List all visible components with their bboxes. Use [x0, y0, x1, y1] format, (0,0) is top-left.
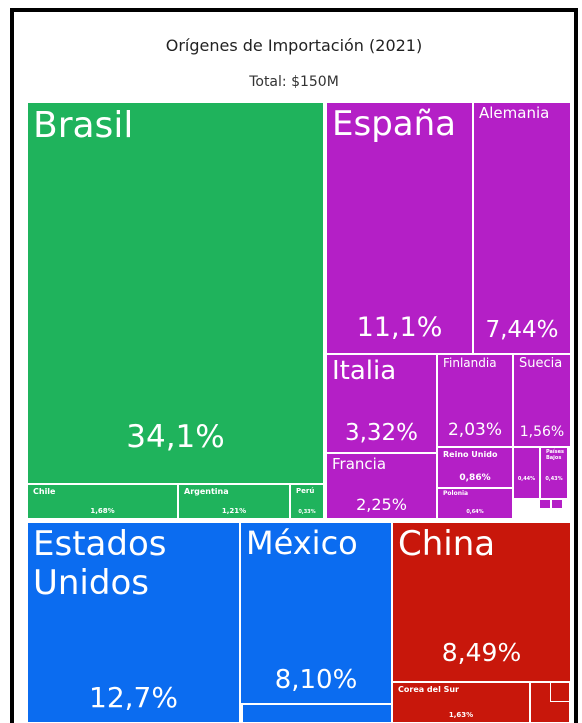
cell-value: 1,63% — [448, 711, 474, 719]
treemap-cell: México 8,10% — [240, 522, 392, 704]
cell-value: 0,44% — [517, 476, 536, 482]
treemap-cell: Argentina 1,21% — [178, 484, 290, 519]
cell-value: 1,68% — [90, 507, 115, 515]
cell-value: 0,64% — [466, 509, 484, 515]
cell-value: 1,21% — [221, 507, 247, 515]
cell-value: 12,7% — [89, 681, 178, 714]
treemap-cell: Corea del Sur 1,63% — [392, 682, 530, 723]
chart-subtitle: Total: $150M — [249, 74, 339, 90]
treemap-cell: Finlandia 2,03% — [437, 354, 513, 447]
cell-name: Francia — [332, 455, 387, 473]
cell-value: 2,03% — [447, 420, 502, 440]
cell-name: China — [398, 524, 496, 564]
treemap-cell: China 8,49% — [392, 522, 571, 682]
cell-name: Reino Unido — [443, 450, 498, 459]
cell-name: Finlandia — [443, 356, 497, 370]
treemap-cell: Polonia 0,64% — [437, 488, 513, 519]
treemap-cell: Italia 3,32% — [326, 354, 437, 453]
tiny-cell — [539, 499, 551, 509]
cell-name: Polonia — [443, 490, 469, 497]
cell-name: Argentina — [184, 487, 229, 496]
cell-value: 34,1% — [126, 419, 225, 455]
treemap-cell: Francia 2,25% — [326, 453, 437, 519]
chart-frame: Orígenes de Importación (2021) Total: $1… — [10, 8, 578, 723]
cell-value: 8,49% — [441, 638, 522, 667]
treemap-cell: Estados Unidos 12,7% — [27, 522, 240, 723]
treemap-cell: 0,44% — [513, 447, 540, 499]
cell-value: 8,10% — [274, 665, 358, 695]
treemap-cell: Alemania 7,44% — [473, 102, 571, 354]
cell-name: Brasil — [33, 105, 134, 146]
cell-value: 11,1% — [356, 312, 443, 343]
cell-value: 0,86% — [459, 473, 491, 483]
treemap-cell: Brasil 34,1% — [27, 102, 324, 484]
treemap-cell: Chile 1,68% — [27, 484, 178, 519]
cell-name: Chile — [33, 487, 56, 496]
treemap-cell: España 11,1% — [326, 102, 473, 354]
cell-name: Italia — [332, 356, 397, 386]
cell-name: Estados Unidos — [33, 524, 167, 604]
cell-name: Perú — [296, 487, 315, 495]
tiny-cell — [551, 499, 563, 509]
treemap-cell: Países Bajos 0,43% — [540, 447, 568, 499]
cell-value: 3,32% — [344, 420, 419, 446]
cell-value: 0,33% — [298, 509, 316, 515]
cell-value: 7,44% — [485, 317, 559, 343]
cell-name: Países Bajos — [546, 449, 564, 461]
cell-value: 0,43% — [545, 476, 563, 482]
treemap-cell: Reino Unido 0,86% — [437, 447, 513, 488]
treemap-cell: Perú 0,33% — [290, 484, 324, 519]
cell-name: España — [332, 104, 456, 144]
cell-name: Corea del Sur — [398, 685, 460, 694]
chart-title: Orígenes de Importación (2021) — [165, 36, 423, 55]
treemap-cell: Suecia 1,56% — [513, 354, 571, 447]
cell-value: 1,56% — [519, 424, 565, 440]
cell-name: Suecia — [519, 356, 563, 371]
cell-name: Alemania — [479, 104, 550, 122]
cell-value: 2,25% — [356, 495, 407, 514]
cell-name: México — [246, 524, 358, 562]
treemap: Corea del Sur 1,63% China 8,49% México 8,10% E… — [14, 12, 574, 723]
tiny-cell — [550, 682, 570, 702]
tiny-cell — [242, 704, 392, 723]
